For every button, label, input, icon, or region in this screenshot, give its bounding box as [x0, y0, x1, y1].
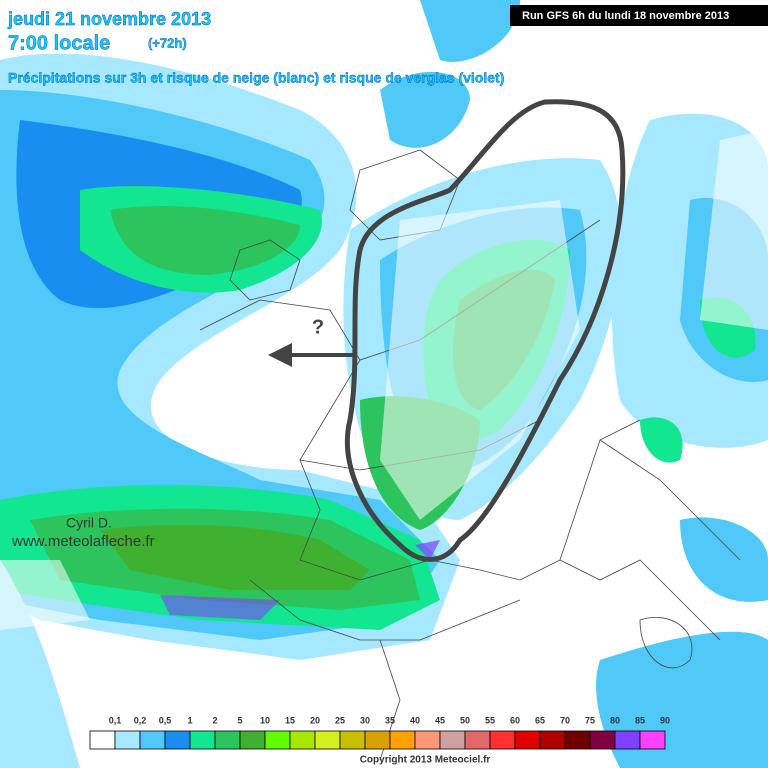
- legend-swatch: [414, 730, 441, 750]
- legend-swatch: [464, 730, 491, 750]
- legend-label: 75: [585, 715, 595, 725]
- website: www.meteolafleche.fr: [11, 533, 155, 550]
- legend-label: 30: [360, 715, 370, 725]
- legend-label: 15: [285, 715, 295, 725]
- legend-swatch: [139, 730, 166, 750]
- date: jeudi 21 novembre 2013: [7, 9, 211, 29]
- legend-swatch: [114, 730, 141, 750]
- legend: 0,1 0,2 0,5 1 2 5 10 15 20 25 30 35 40 45 50 55 60 65 70 75…: [89, 715, 670, 750]
- risk-contour: [344, 99, 626, 562]
- legend-label: 55: [485, 715, 495, 725]
- run-info: Run GFS 6h du lundi 18 novembre 2013: [522, 10, 729, 22]
- legend-swatch: [539, 730, 566, 750]
- legend-label: 5: [237, 715, 242, 725]
- legend-swatch: [364, 730, 391, 750]
- legend-swatch: [289, 730, 316, 750]
- legend-label: 45: [435, 715, 445, 725]
- arrow-head: [268, 343, 292, 367]
- question-mark: ?: [312, 316, 324, 338]
- legend-label: 10: [260, 715, 270, 725]
- legend-swatch: [639, 730, 666, 750]
- subtitle: Précipitations sur 3h et risque de neige…: [8, 70, 504, 86]
- legend-label: 0,5: [159, 715, 172, 725]
- snow-risk: [0, 130, 768, 630]
- legend-label: 35: [385, 715, 395, 725]
- legend-swatch: [89, 730, 116, 750]
- legend-swatch: [589, 730, 616, 750]
- legend-label: 0,2: [134, 715, 147, 725]
- author: Cyril D.: [66, 515, 112, 531]
- copyright: Copyright 2013 Meteociel.fr: [360, 755, 491, 766]
- legend-swatch: [389, 730, 416, 750]
- legend-swatch: [439, 730, 466, 750]
- legend-label: 90: [660, 715, 670, 725]
- legend-swatch: [564, 730, 591, 750]
- legend-label: 2: [212, 715, 217, 725]
- legend-label: 20: [310, 715, 320, 725]
- legend-swatch: [514, 730, 541, 750]
- legend-label: 50: [460, 715, 470, 725]
- legend-swatch: [164, 730, 191, 750]
- time: 7:00 locale: [8, 32, 110, 54]
- legend-swatch: [339, 730, 366, 750]
- run-box: [510, 5, 768, 26]
- legend-label: 85: [635, 715, 645, 725]
- legend-swatch: [614, 730, 641, 750]
- legend-label: 1: [187, 715, 192, 725]
- legend-swatch: [489, 730, 516, 750]
- legend-label: 0,1: [109, 715, 122, 725]
- legend-label: 25: [335, 715, 345, 725]
- lead-time: (+72h): [148, 35, 187, 50]
- legend-label: 65: [535, 715, 545, 725]
- legend-swatch: [214, 730, 241, 750]
- legend-swatch: [239, 730, 266, 750]
- legend-label: 40: [410, 715, 420, 725]
- legend-swatch: [314, 730, 341, 750]
- legend-label: 70: [560, 715, 570, 725]
- legend-swatch: [189, 730, 216, 750]
- legend-label: 60: [510, 715, 520, 725]
- legend-swatch: [264, 730, 291, 750]
- legend-label: 80: [610, 715, 620, 725]
